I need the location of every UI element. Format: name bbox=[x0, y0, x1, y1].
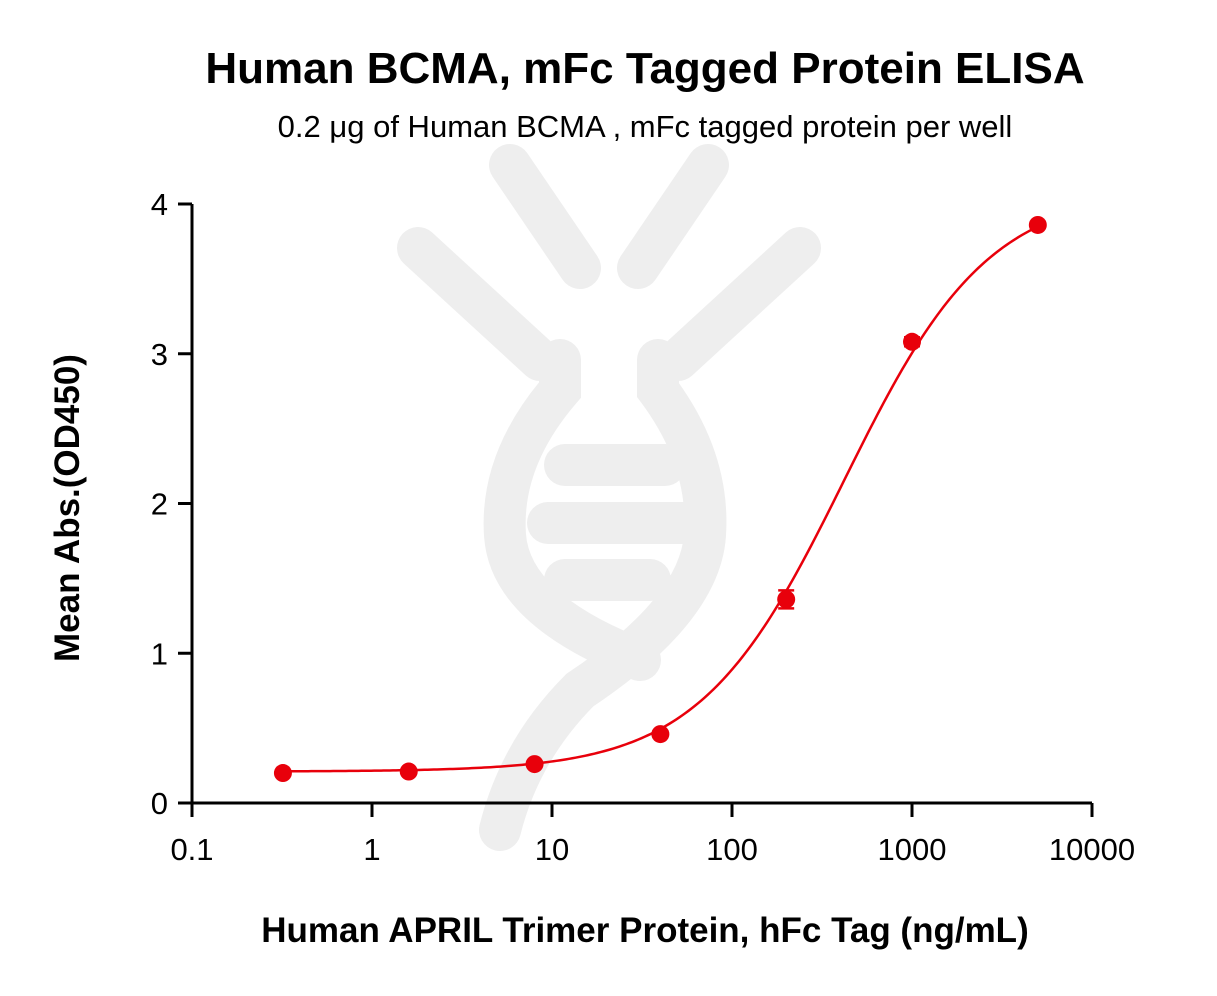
chart-subtitle: 0.2 μg of Human BCMA , mFc tagged protei… bbox=[277, 109, 1013, 144]
x-tick-label: 10000 bbox=[1049, 832, 1135, 867]
data-point bbox=[525, 755, 544, 774]
data-points bbox=[273, 215, 1047, 783]
y-tick-label: 2 bbox=[151, 487, 168, 522]
y-tick-label: 0 bbox=[151, 786, 168, 821]
data-point bbox=[1028, 215, 1047, 234]
y-tick-label: 3 bbox=[151, 337, 168, 372]
y-tick-label: 4 bbox=[151, 187, 168, 222]
axes: 0 1 2 3 4 0.1 1 10 100 1000 10000 bbox=[151, 187, 1135, 867]
data-point bbox=[903, 332, 921, 351]
fit-curve bbox=[282, 225, 1039, 773]
x-tick-label: 10 bbox=[535, 832, 569, 867]
x-tick-label: 0.1 bbox=[170, 832, 213, 867]
watermark-logo bbox=[397, 144, 821, 851]
x-axis-label: Human APRIL Trimer Protein, hFc Tag (ng/… bbox=[261, 911, 1029, 950]
data-point bbox=[651, 725, 670, 744]
chart-title: Human BCMA, mFc Tagged Protein ELISA bbox=[205, 44, 1085, 93]
y-tick-label: 1 bbox=[151, 636, 168, 671]
x-tick-label: 1 bbox=[363, 832, 380, 867]
x-tick-label: 100 bbox=[706, 832, 758, 867]
fit-curve-group bbox=[282, 225, 1039, 773]
data-point bbox=[273, 764, 292, 783]
data-point bbox=[777, 590, 796, 609]
x-tick-label: 1000 bbox=[878, 832, 947, 867]
data-point bbox=[399, 762, 418, 781]
